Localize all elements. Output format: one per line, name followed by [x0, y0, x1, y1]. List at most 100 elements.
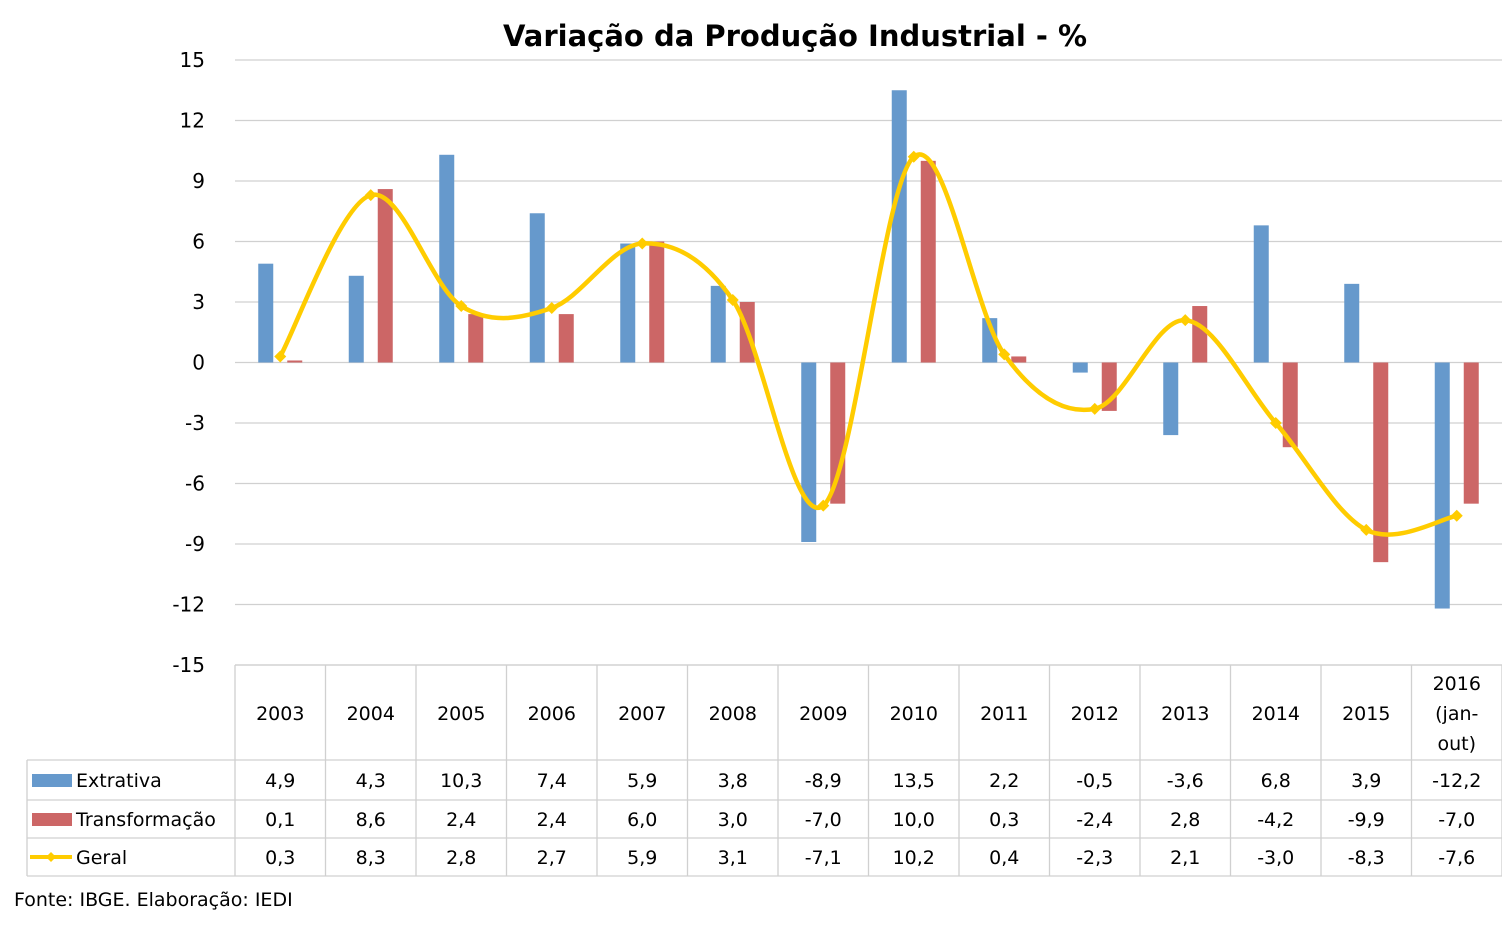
legend-swatch-0 — [32, 774, 72, 787]
chart-title: Variação da Produção Industrial - % — [503, 19, 1087, 53]
bar-transformacao-2009 — [830, 362, 846, 504]
table-value-cell: 5,9 — [627, 770, 657, 792]
y-tick-label: 0 — [192, 351, 205, 375]
table-value-cell: 4,9 — [265, 770, 295, 792]
y-tick-label: -12 — [172, 593, 205, 617]
table-header-cell: 2008 — [709, 703, 757, 725]
geral-marker-2016 — [1450, 509, 1463, 522]
table-value-cell: -0,5 — [1076, 770, 1113, 792]
y-tick-label: 9 — [192, 169, 205, 193]
bar-transformacao-2014 — [1282, 362, 1298, 448]
table-value-cell: 4,3 — [356, 770, 386, 792]
table-value-cell: 2,4 — [446, 809, 476, 831]
table-header-cell: 2015 — [1342, 703, 1390, 725]
table-value-cell: 8,6 — [356, 809, 386, 831]
table-header-cell: 2016 — [1433, 673, 1481, 695]
table-header-cell: 2009 — [799, 703, 847, 725]
y-tick-label: 3 — [192, 290, 205, 314]
bar-extrativa-2005 — [439, 154, 455, 363]
geral-marker-2003 — [274, 350, 287, 363]
bar-extrativa-2009 — [801, 362, 817, 542]
bar-extrativa-2003 — [258, 263, 274, 363]
table-value-cell: 6,8 — [1261, 770, 1291, 792]
table-value-cell: 10,0 — [893, 809, 935, 831]
bars — [258, 90, 1479, 609]
table-value-cell: 13,5 — [893, 770, 935, 792]
y-tick-label: 15 — [180, 48, 205, 72]
table-value-cell: -7,1 — [805, 847, 842, 869]
bar-extrativa-2006 — [529, 213, 545, 363]
table-value-cell: -3,0 — [1257, 847, 1294, 869]
bar-transformacao-2006 — [558, 314, 574, 363]
geral-marker-2004 — [364, 189, 377, 202]
table-value-cell: 3,8 — [718, 770, 748, 792]
geral-marker-2007 — [636, 237, 649, 250]
geral-marker-2013 — [1179, 314, 1192, 327]
table-header-cell: 2005 — [437, 703, 485, 725]
y-tick-label: -6 — [185, 472, 205, 496]
table-value-cell: -4,2 — [1257, 809, 1294, 831]
table-value-cell: -7,6 — [1438, 847, 1475, 869]
table-header-cell: 2014 — [1252, 703, 1300, 725]
table-value-cell: 2,2 — [989, 770, 1019, 792]
geral-marker-2006 — [545, 302, 558, 315]
gridlines — [235, 59, 1502, 666]
legend-marker-icon — [46, 852, 56, 862]
table-value-cell: 0,3 — [989, 809, 1019, 831]
table-value-cell: -3,6 — [1167, 770, 1204, 792]
table-value-cell: 10,2 — [893, 847, 935, 869]
table-header-cell: 2011 — [980, 703, 1028, 725]
table-value-cell: -12,2 — [1432, 770, 1481, 792]
geral-marker-2015 — [1360, 523, 1373, 536]
y-tick-label: -9 — [185, 532, 205, 556]
table-value-cell: 7,4 — [537, 770, 567, 792]
y-tick-label: -3 — [185, 411, 205, 435]
table-value-cell: 2,8 — [446, 847, 476, 869]
source-note: Fonte: IBGE. Elaboração: IEDI — [14, 889, 293, 911]
table-value-cell: -2,3 — [1076, 847, 1113, 869]
geral-marker-2012 — [1088, 402, 1101, 415]
geral-marker-2010 — [907, 150, 920, 163]
table-value-cell: -2,4 — [1076, 809, 1113, 831]
geral-marker-2011 — [998, 348, 1011, 361]
table-value-cell: 10,3 — [440, 770, 482, 792]
table-header-cell: 2004 — [347, 703, 395, 725]
table-value-cell: 0,3 — [265, 847, 295, 869]
bar-transformacao-2007 — [649, 241, 665, 363]
table-header-cell: (jan- — [1435, 703, 1478, 725]
table-value-cell: 0,1 — [265, 809, 295, 831]
legend-swatch-1 — [32, 813, 72, 826]
y-tick-label: -15 — [172, 653, 205, 677]
table-value-cell: 3,0 — [718, 809, 748, 831]
legend-label: Extrativa — [76, 770, 162, 792]
table-value-cell: -9,9 — [1348, 809, 1385, 831]
legend-label: Geral — [76, 847, 127, 869]
table-value-cell: -8,3 — [1348, 847, 1385, 869]
table-value-cell: 8,3 — [356, 847, 386, 869]
bar-transformacao-2013 — [1192, 306, 1208, 363]
bar-transformacao-2010 — [920, 160, 936, 363]
bar-transformacao-2003 — [287, 360, 303, 363]
table-header-cell: 2006 — [528, 703, 576, 725]
table-value-cell: -8,9 — [805, 770, 842, 792]
bar-transformacao-2015 — [1373, 362, 1389, 563]
table-value-cell: 3,1 — [718, 847, 748, 869]
bar-extrativa-2013 — [1163, 362, 1179, 436]
table-value-cell: 5,9 — [627, 847, 657, 869]
geral-marker-2005 — [455, 300, 468, 313]
table-value-cell: 2,8 — [1170, 809, 1200, 831]
table-header-cell: out) — [1437, 733, 1476, 755]
bar-extrativa-2015 — [1344, 283, 1360, 363]
data-table: 2003 2004 2005 2006 2007 2008 2009 2010 2011 2012… — [26, 664, 1502, 877]
geral-marker-2009 — [817, 499, 830, 512]
bar-transformacao-2005 — [468, 314, 484, 363]
bar-transformacao-2004 — [377, 189, 393, 363]
bar-transformacao-2016 — [1463, 362, 1479, 504]
table-value-cell: -7,0 — [805, 809, 842, 831]
table-value-cell: 2,1 — [1170, 847, 1200, 869]
table-header-cell: 2013 — [1161, 703, 1209, 725]
table-header-cell: 2010 — [890, 703, 938, 725]
y-axis-ticks: 15 12 9 6 3 0 -3 -6 -9 -12 -15 — [172, 48, 205, 677]
geral-marker-2014 — [1269, 417, 1282, 429]
